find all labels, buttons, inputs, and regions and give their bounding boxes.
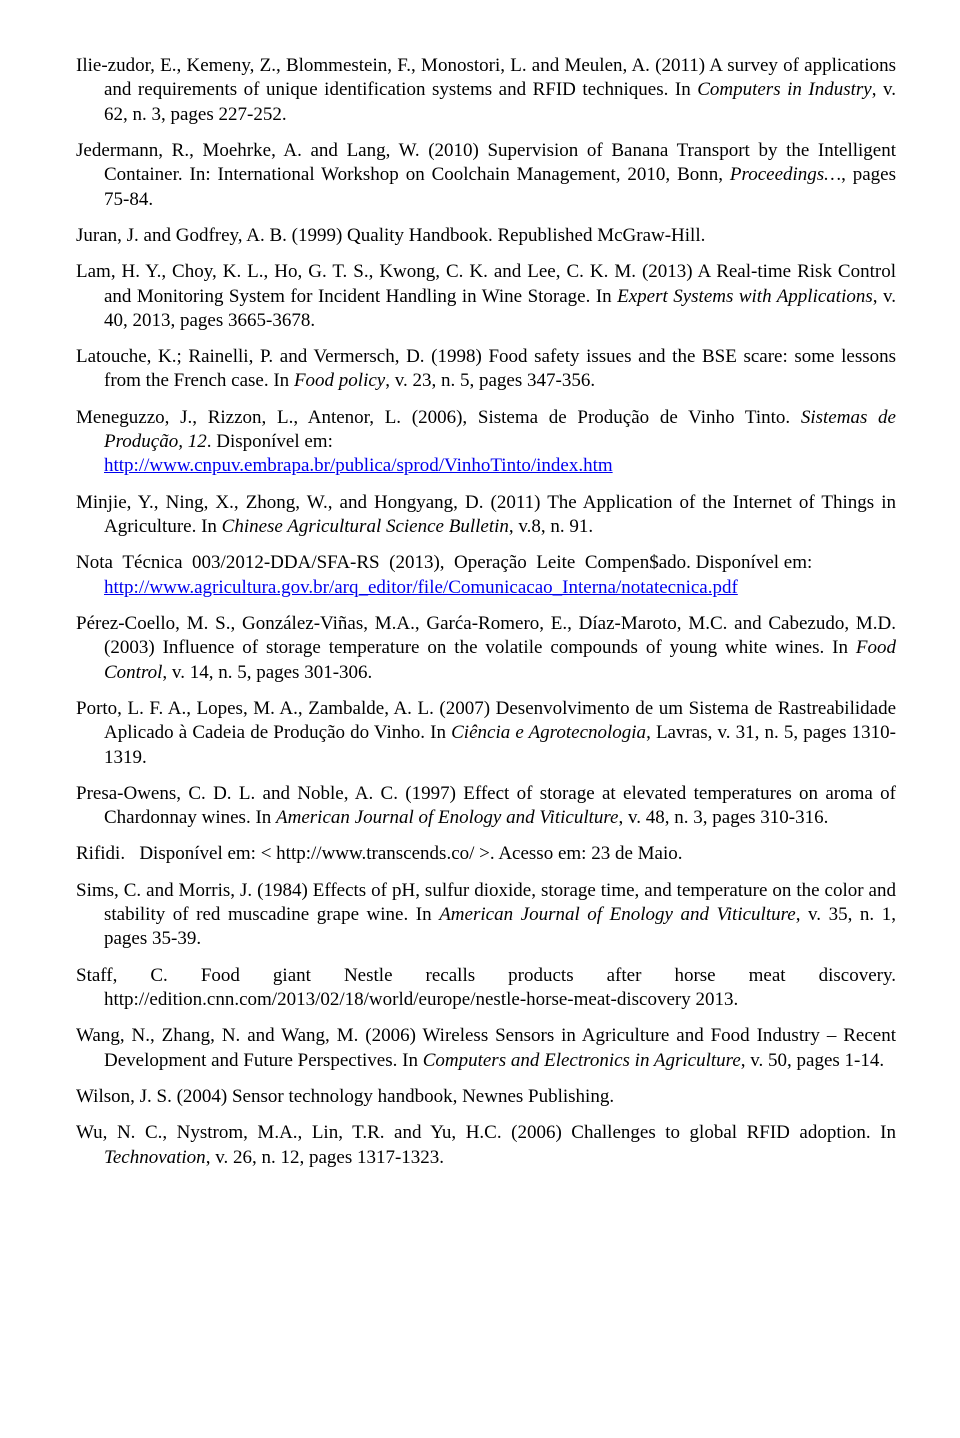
- reference-entry: Wu, N. C., Nystrom, M.A., Lin, T.R. and …: [76, 1121, 896, 1170]
- reference-entry: Jedermann, R., Moehrke, A. and Lang, W. …: [76, 139, 896, 212]
- reference-entry: Wang, N., Zhang, N. and Wang, M. (2006) …: [76, 1024, 896, 1073]
- reference-entry: Meneguzzo, J., Rizzon, L., Antenor, L. (…: [76, 406, 896, 479]
- references-list: Ilie-zudor, E., Kemeny, Z., Blommestein,…: [76, 54, 896, 1170]
- reference-entry: Minjie, Y., Ning, X., Zhong, W., and Hon…: [76, 491, 896, 540]
- reference-entry: Presa-Owens, C. D. L. and Noble, A. C. (…: [76, 782, 896, 831]
- reference-entry: Porto, L. F. A., Lopes, M. A., Zambalde,…: [76, 697, 896, 770]
- reference-entry: Juran, J. and Godfrey, A. B. (1999) Qual…: [76, 224, 896, 248]
- reference-entry: Pérez-Coello, M. S., González-Viñas, M.A…: [76, 612, 896, 685]
- reference-entry: Latouche, K.; Rainelli, P. and Vermersch…: [76, 345, 896, 394]
- reference-entry: Nota Técnica 003/2012-DDA/SFA-RS (2013),…: [76, 551, 896, 600]
- reference-entry: Staff, C. Food giant Nestle recalls prod…: [76, 964, 896, 1013]
- reference-entry: Rifidi. Disponível em: < http://www.tran…: [76, 842, 896, 866]
- link-cnpuv[interactable]: http://www.cnpuv.embrapa.br/publica/spro…: [104, 455, 613, 476]
- reference-entry: Lam, H. Y., Choy, K. L., Ho, G. T. S., K…: [76, 260, 896, 333]
- reference-entry: Wilson, J. S. (2004) Sensor technology h…: [76, 1085, 896, 1109]
- link-agricultura[interactable]: http://www.agricultura.gov.br/arq_editor…: [104, 577, 738, 598]
- reference-entry: Ilie-zudor, E., Kemeny, Z., Blommestein,…: [76, 54, 896, 127]
- reference-entry: Sims, C. and Morris, J. (1984) Effects o…: [76, 879, 896, 952]
